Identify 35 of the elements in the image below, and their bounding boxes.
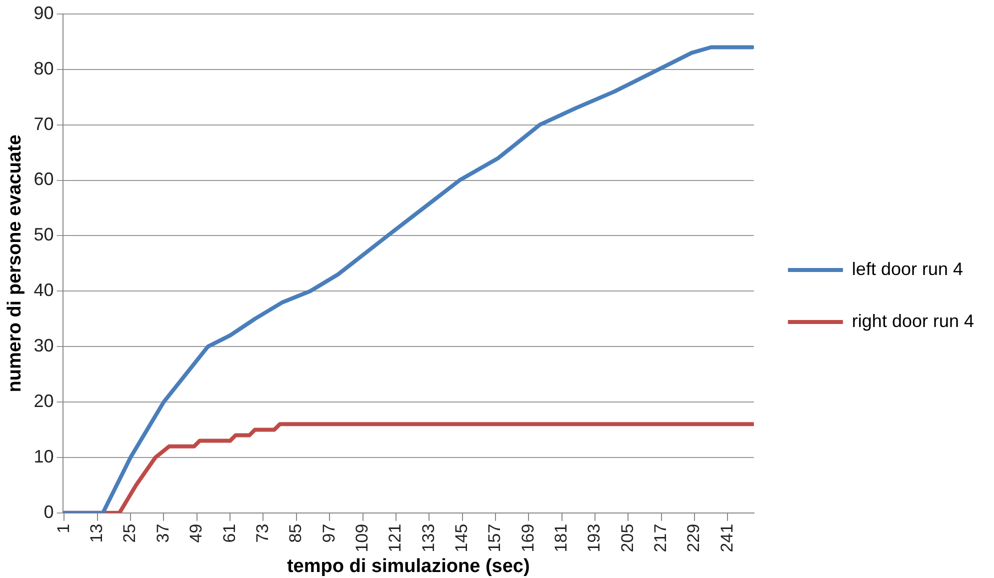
x-tick-label: 61	[220, 524, 239, 543]
x-tick-label: 49	[186, 524, 206, 543]
x-tick-label: 145	[452, 524, 471, 552]
legend-label: right door run 4	[852, 310, 974, 331]
y-tick-label: 50	[34, 224, 54, 245]
y-tick-label: 70	[34, 114, 54, 134]
x-tick-label: 13	[87, 524, 106, 543]
y-tick-label: 80	[34, 58, 54, 78]
x-tick-label: 193	[584, 524, 604, 552]
x-tick-label: 169	[518, 524, 538, 552]
x-tick-label: 205	[618, 524, 637, 552]
x-tick-label: 1	[54, 524, 73, 534]
x-tick-label: 217	[651, 524, 670, 552]
x-tick-label: 121	[386, 524, 405, 552]
x-tick-label: 97	[319, 524, 338, 543]
x-tick-label: 241	[717, 524, 736, 552]
y-tick-label: 0	[44, 502, 54, 522]
x-axis-title: tempo di simulazione (sec)	[286, 556, 530, 577]
y-tick-label: 30	[34, 336, 54, 356]
y-tick-label: 20	[34, 390, 54, 411]
x-tick-label: 181	[551, 524, 570, 552]
y-tick-label: 90	[34, 2, 54, 23]
y-tick-label: 60	[34, 169, 54, 190]
x-tick-label: 37	[153, 524, 172, 543]
x-tick-label: 73	[252, 524, 272, 543]
y-axis-title: numero di persone evacuate	[4, 134, 26, 392]
x-tick-label: 229	[684, 524, 704, 552]
x-tick-label: 133	[418, 524, 438, 552]
x-tick-label: 85	[286, 524, 306, 543]
x-tick-label: 109	[352, 524, 372, 552]
legend-label: left door run 4	[852, 258, 964, 279]
y-tick-label: 40	[34, 280, 54, 300]
x-tick-label: 25	[120, 524, 140, 543]
y-tick-label: 10	[34, 446, 54, 466]
x-tick-label: 157	[485, 524, 504, 552]
